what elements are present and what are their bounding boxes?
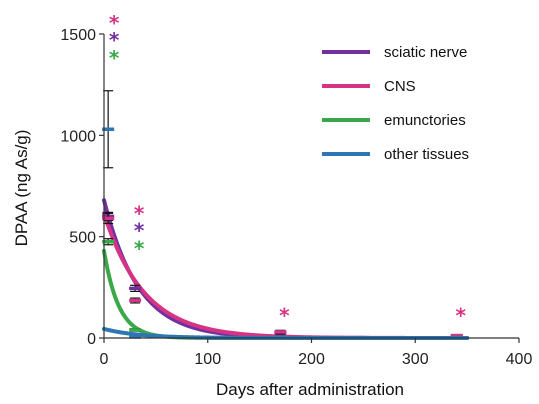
- x-axis-title: Days after administration: [216, 380, 404, 399]
- data-point-CNS: [129, 297, 142, 304]
- legend-label: sciatic nerve: [384, 44, 467, 61]
- legend: sciatic nerve CNS emunctories other tissues: [322, 44, 469, 163]
- significance-star: *: [134, 237, 145, 261]
- significance-star: *: [109, 28, 120, 52]
- y-tick-label: 0: [87, 331, 96, 348]
- x-tick-label: 100: [194, 351, 221, 368]
- data-point-sciatic-nerve: [129, 284, 142, 292]
- y-tick-label: 500: [69, 230, 96, 247]
- x-tick-label: 400: [506, 351, 533, 368]
- legend-item-emunctories: emunctories: [322, 112, 466, 129]
- significance-star: *: [456, 304, 467, 328]
- data-point-emunctories: [129, 328, 142, 332]
- x-tick-label: 300: [402, 351, 429, 368]
- x-tick-label: 0: [100, 351, 109, 368]
- y-tick-label: 1000: [60, 128, 96, 145]
- significance-star: *: [134, 201, 145, 225]
- legend-item-other-tissues: other tissues: [322, 146, 469, 163]
- data-point-CNS: [274, 329, 287, 335]
- significance-star: *: [134, 218, 145, 242]
- y-tick-label: 1500: [60, 27, 96, 44]
- axes: [103, 34, 519, 339]
- legend-label: CNS: [384, 78, 416, 95]
- legend-item-sciatic-nerve: sciatic nerve: [322, 44, 467, 61]
- data-point-other-tissues: [102, 90, 115, 169]
- significance-star: *: [109, 46, 120, 70]
- legend-item-CNS: CNS: [322, 78, 416, 95]
- y-axis-title: DPAA (ng As/g): [12, 130, 31, 247]
- legend-label: other tissues: [384, 146, 469, 163]
- significance-star: *: [109, 11, 120, 35]
- legend-label: emunctories: [384, 112, 466, 129]
- x-tick-label: 200: [298, 351, 325, 368]
- tick-labels: 0 500 1000 1500 0 100 200 300 400: [60, 27, 532, 368]
- significance-markers: ******* *: [109, 11, 467, 328]
- significance-star: *: [279, 304, 290, 328]
